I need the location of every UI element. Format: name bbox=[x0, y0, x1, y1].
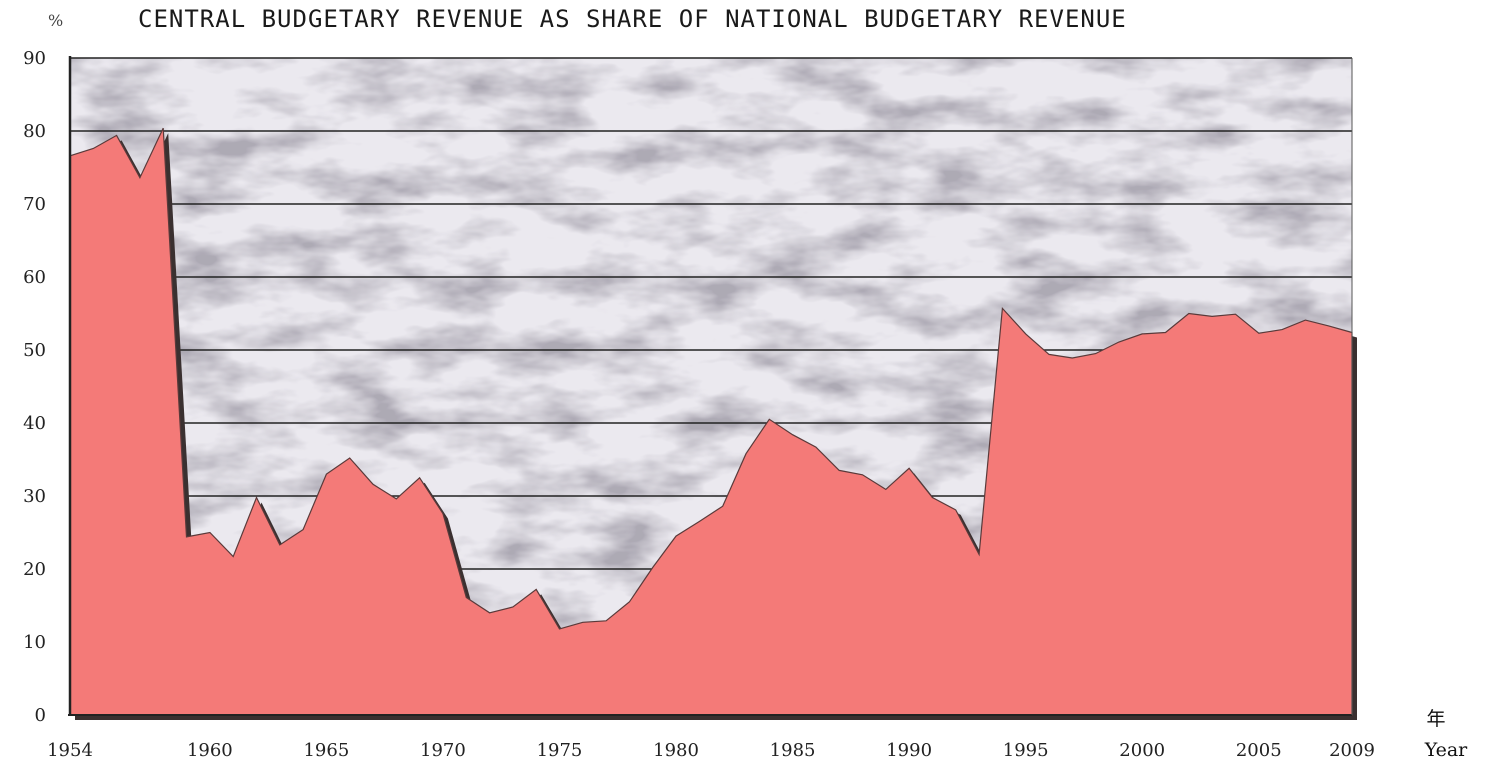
x-tick-1990: 1990 bbox=[886, 740, 932, 761]
y-tick-10: 10 bbox=[23, 632, 46, 653]
y-tick-80: 80 bbox=[23, 121, 46, 142]
x-tick-1975: 1975 bbox=[537, 740, 583, 761]
x-tick-2005: 2005 bbox=[1236, 740, 1282, 761]
x-tick-2009: 2009 bbox=[1329, 740, 1375, 761]
y-tick-labels: 0 10 20 30 40 50 60 70 80 90 bbox=[23, 48, 46, 726]
y-tick-40: 40 bbox=[23, 413, 46, 434]
y-tick-70: 70 bbox=[23, 194, 46, 215]
x-tick-1995: 1995 bbox=[1003, 740, 1049, 761]
y-tick-0: 0 bbox=[35, 705, 46, 726]
y-axis-unit: % bbox=[48, 11, 63, 30]
area-fill bbox=[69, 127, 1353, 716]
x-tick-1965: 1965 bbox=[303, 740, 349, 761]
y-tick-90: 90 bbox=[23, 48, 46, 69]
x-tick-1980: 1980 bbox=[653, 740, 699, 761]
chart-title: CENTRAL BUDGETARY REVENUE AS SHARE OF NA… bbox=[138, 5, 1127, 33]
y-tick-30: 30 bbox=[23, 486, 46, 507]
area-series bbox=[69, 127, 1357, 721]
y-tick-60: 60 bbox=[23, 267, 46, 288]
x-tick-1970: 1970 bbox=[420, 740, 466, 761]
x-tick-1954: 1954 bbox=[47, 740, 93, 761]
y-tick-20: 20 bbox=[23, 559, 46, 580]
x-axis-label: Year bbox=[1424, 739, 1468, 761]
x-tick-2000: 2000 bbox=[1119, 740, 1165, 761]
x-tick-1960: 1960 bbox=[187, 740, 233, 761]
x-tick-1985: 1985 bbox=[770, 740, 816, 761]
x-axis-label-chinese: 年 bbox=[1426, 708, 1445, 730]
x-tick-labels: 1954 1960 1965 1970 1975 1980 1985 1990 1995 2000… bbox=[47, 740, 1375, 761]
y-tick-50: 50 bbox=[23, 340, 46, 361]
